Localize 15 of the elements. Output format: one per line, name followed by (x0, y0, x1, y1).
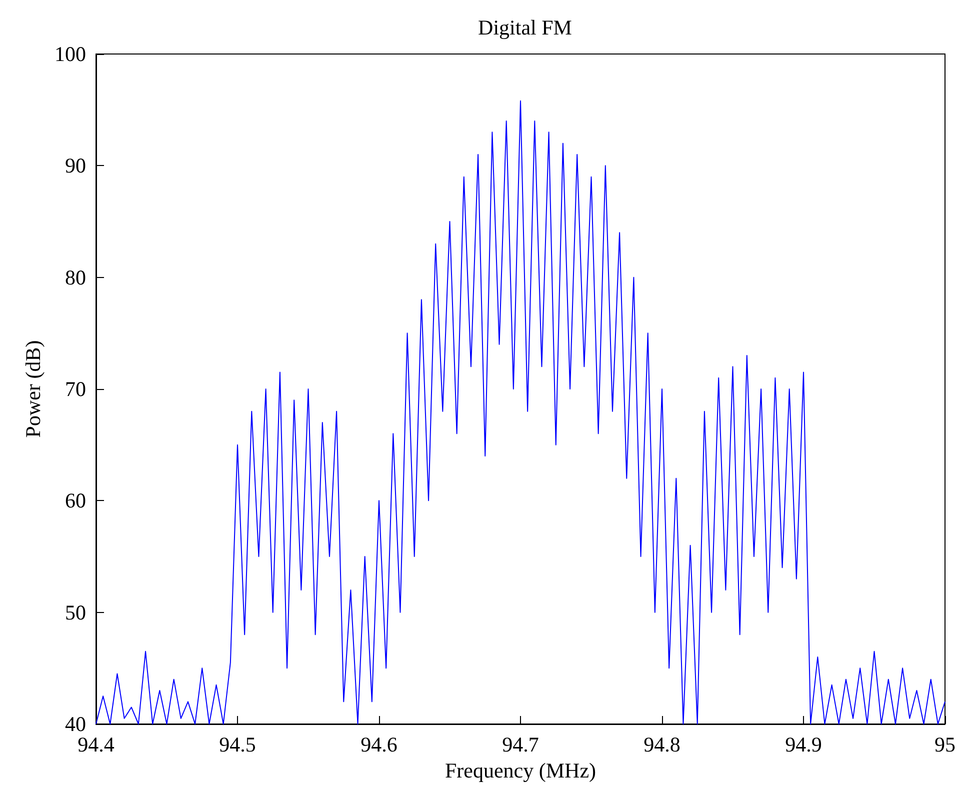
y-axis-title: Power (dB) (21, 340, 46, 438)
x-tick-label: 95 (934, 732, 956, 756)
x-tick-label: 94.5 (219, 732, 256, 756)
chart-title: Digital FM (478, 16, 572, 40)
y-tick-label: 80 (65, 265, 86, 290)
y-tick-label: 90 (65, 154, 86, 178)
y-tick-label: 60 (65, 488, 86, 513)
x-tick-label: 94.9 (785, 732, 822, 756)
x-tick-label: 94.6 (360, 732, 398, 756)
x-tick-label: 94.7 (502, 732, 539, 756)
y-tick-label: 70 (65, 377, 86, 401)
x-tick-label: 94.8 (644, 732, 680, 756)
x-axis-title: Frequency (MHz) (444, 758, 596, 782)
y-tick-label: 100 (54, 42, 86, 66)
y-tick-label: 50 (65, 600, 86, 624)
